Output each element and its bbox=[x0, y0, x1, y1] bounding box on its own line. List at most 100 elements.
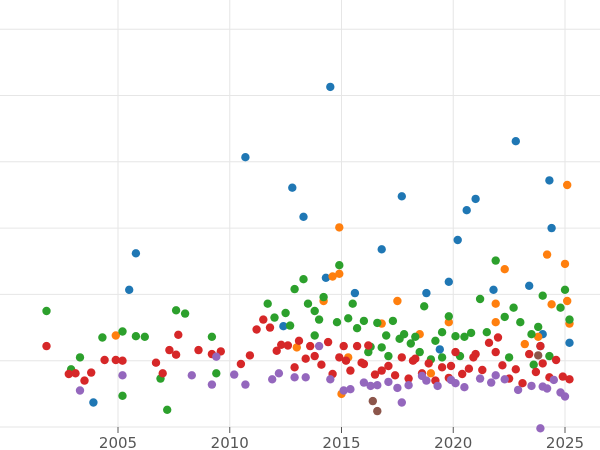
data-point bbox=[527, 330, 536, 339]
data-points bbox=[42, 82, 574, 433]
data-point bbox=[525, 349, 534, 359]
data-point bbox=[241, 153, 250, 162]
data-point bbox=[346, 385, 355, 394]
data-point bbox=[520, 339, 529, 349]
data-point bbox=[366, 381, 375, 391]
data-point bbox=[538, 291, 547, 300]
data-point bbox=[466, 328, 476, 338]
data-point bbox=[118, 356, 127, 365]
data-point bbox=[207, 380, 217, 389]
data-point bbox=[118, 391, 127, 400]
data-point bbox=[424, 359, 433, 368]
data-point bbox=[384, 361, 393, 371]
data-point bbox=[87, 368, 96, 377]
data-point bbox=[71, 369, 80, 378]
data-point bbox=[426, 369, 436, 378]
data-point bbox=[326, 82, 335, 92]
data-point bbox=[75, 353, 85, 362]
data-point bbox=[382, 331, 391, 340]
data-point bbox=[404, 381, 413, 390]
data-point bbox=[563, 296, 572, 306]
data-point bbox=[285, 321, 295, 330]
data-point bbox=[444, 318, 453, 327]
data-point bbox=[277, 340, 286, 349]
data-point bbox=[458, 369, 467, 379]
data-point bbox=[64, 369, 74, 379]
x-tick-label: 2015 bbox=[322, 434, 360, 450]
data-point bbox=[489, 285, 498, 294]
data-point bbox=[364, 347, 373, 357]
data-point bbox=[140, 332, 149, 341]
data-point bbox=[314, 315, 324, 324]
data-point bbox=[292, 343, 301, 352]
data-point bbox=[310, 331, 319, 340]
data-point bbox=[390, 371, 400, 380]
data-point bbox=[469, 353, 478, 362]
x-tick-label: 2025 bbox=[546, 434, 584, 450]
data-point bbox=[460, 332, 469, 341]
data-point bbox=[431, 336, 440, 345]
data-point bbox=[453, 235, 462, 245]
data-point bbox=[451, 347, 460, 357]
data-point bbox=[335, 261, 344, 270]
data-point bbox=[317, 360, 326, 369]
data-point bbox=[326, 375, 335, 384]
data-point bbox=[504, 353, 514, 362]
data-point bbox=[384, 351, 393, 361]
data-point bbox=[511, 137, 520, 146]
data-point bbox=[348, 299, 357, 308]
data-point bbox=[500, 312, 509, 322]
data-point bbox=[487, 378, 496, 387]
data-point bbox=[339, 386, 348, 395]
data-point bbox=[323, 337, 333, 347]
data-point bbox=[565, 315, 574, 324]
data-point bbox=[411, 332, 420, 341]
data-point bbox=[100, 355, 109, 365]
data-point bbox=[283, 341, 293, 350]
data-point bbox=[373, 406, 382, 416]
data-point bbox=[422, 288, 431, 298]
data-point bbox=[525, 281, 534, 290]
data-point bbox=[460, 383, 469, 392]
data-point bbox=[341, 356, 351, 365]
data-point bbox=[236, 359, 246, 369]
data-point bbox=[268, 375, 277, 384]
data-point bbox=[350, 288, 360, 298]
data-point bbox=[491, 318, 500, 327]
data-point bbox=[346, 366, 355, 375]
data-point bbox=[230, 370, 239, 379]
data-point bbox=[451, 332, 460, 341]
data-point bbox=[435, 345, 444, 354]
data-point bbox=[373, 381, 382, 390]
data-point bbox=[290, 363, 299, 372]
data-point bbox=[542, 384, 552, 393]
data-point bbox=[509, 303, 518, 312]
data-point bbox=[565, 338, 574, 347]
data-point bbox=[437, 328, 447, 337]
data-point bbox=[171, 306, 181, 315]
data-point bbox=[310, 306, 319, 316]
data-point bbox=[344, 314, 353, 323]
data-point bbox=[475, 294, 485, 304]
x-tick-label: 2020 bbox=[434, 434, 472, 450]
data-point bbox=[111, 331, 121, 340]
data-point bbox=[415, 347, 424, 357]
data-point bbox=[534, 322, 543, 332]
data-point bbox=[194, 345, 203, 355]
data-point bbox=[80, 376, 89, 385]
data-point bbox=[306, 341, 315, 351]
data-point bbox=[42, 341, 51, 351]
data-point bbox=[158, 369, 167, 378]
data-point bbox=[165, 345, 174, 355]
data-point bbox=[437, 353, 447, 362]
data-point bbox=[560, 259, 570, 269]
data-point bbox=[290, 373, 299, 382]
data-point bbox=[310, 351, 319, 361]
data-point bbox=[534, 332, 543, 341]
data-point bbox=[281, 308, 290, 318]
data-point bbox=[288, 183, 297, 192]
data-point bbox=[393, 383, 402, 393]
data-point bbox=[319, 292, 328, 302]
data-point bbox=[42, 306, 51, 316]
data-point bbox=[241, 380, 250, 389]
